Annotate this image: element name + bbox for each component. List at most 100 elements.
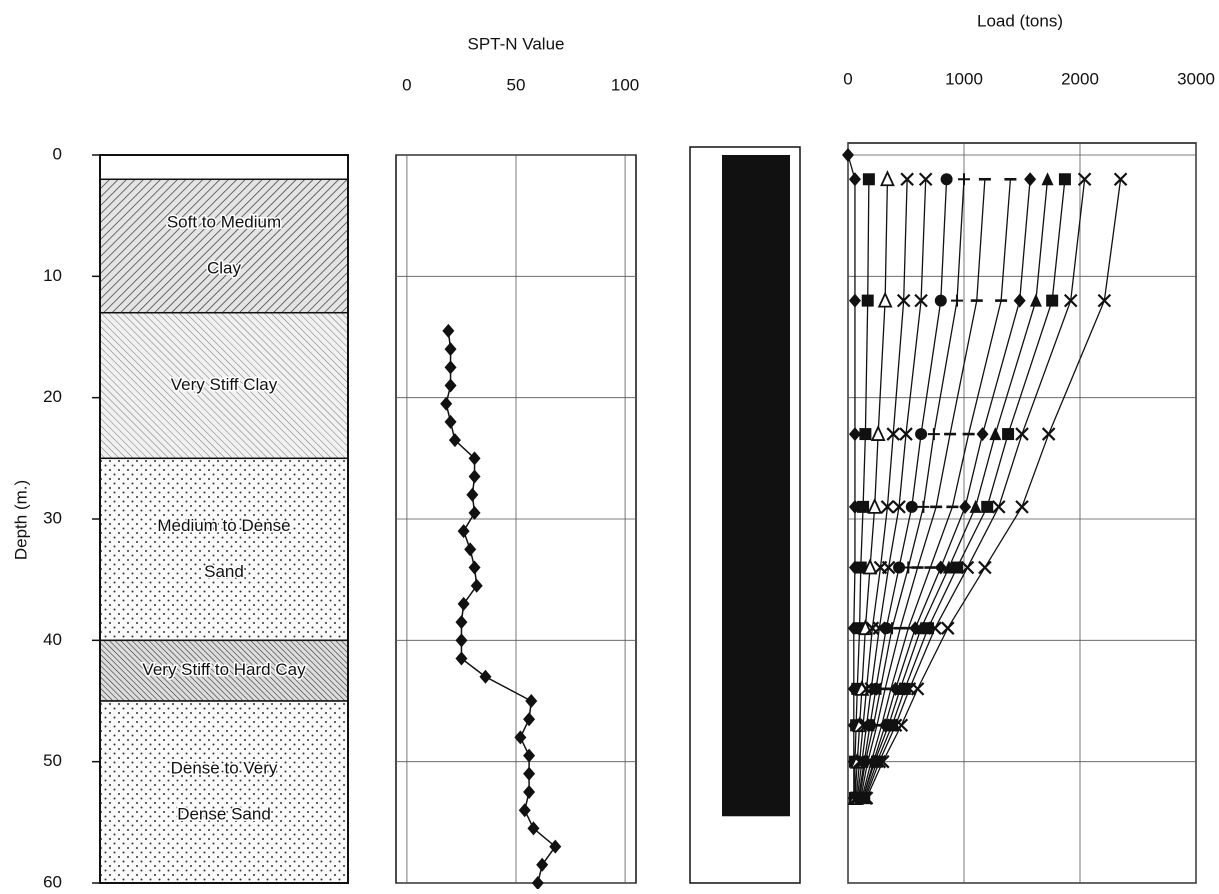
layer-label: Dense to Very (171, 758, 278, 777)
y-axis-label: Depth (m.) (11, 480, 30, 560)
load-line (855, 179, 908, 799)
load-line (862, 179, 1049, 799)
marker (457, 596, 470, 611)
y-tick-label: 20 (43, 387, 62, 406)
marker (870, 424, 886, 441)
load-line (865, 179, 1122, 799)
marker (951, 561, 964, 574)
load-line (856, 179, 927, 799)
marker (525, 694, 538, 708)
soil-layer (99, 178, 349, 314)
y-tick-label: 40 (43, 630, 62, 649)
x-tick-label: 100 (611, 75, 639, 94)
load-line (860, 179, 986, 799)
marker (877, 291, 893, 308)
marker (892, 500, 906, 514)
marker (917, 500, 930, 513)
soil-layer (99, 700, 349, 884)
layer-label: Very Stiff to Hard Cay (142, 660, 306, 679)
soil-layer (99, 311, 349, 460)
marker (1058, 173, 1071, 186)
x-tick-label: 0 (402, 75, 411, 94)
marker (1113, 172, 1128, 187)
marker (1013, 293, 1026, 308)
marker (981, 500, 994, 513)
marker (951, 294, 964, 307)
marker (1002, 428, 1015, 441)
marker (1046, 294, 1059, 307)
marker (514, 730, 527, 745)
marker (455, 615, 468, 630)
marker (536, 857, 549, 872)
marker (989, 427, 1002, 441)
marker (470, 578, 483, 593)
marker (857, 500, 870, 513)
layer-label: Very Stiff Clay (171, 375, 278, 394)
marker (1041, 172, 1054, 186)
marker (448, 433, 461, 448)
marker (1097, 293, 1112, 308)
y-tick-label: 50 (43, 751, 62, 770)
y-tick-label: 60 (43, 872, 62, 889)
marker (880, 500, 895, 514)
marker (959, 499, 972, 514)
marker (848, 427, 861, 442)
marker (872, 754, 887, 769)
marker (896, 293, 911, 308)
load-line (854, 179, 870, 799)
marker (468, 469, 481, 484)
marker (523, 785, 536, 799)
marker (854, 561, 867, 574)
marker (978, 560, 992, 575)
y-tick-label: 0 (53, 144, 62, 163)
marker (976, 427, 989, 442)
marker (867, 497, 883, 514)
load-line (857, 179, 948, 799)
marker (848, 293, 861, 308)
marker (1024, 172, 1037, 187)
marker (468, 560, 481, 575)
marker (861, 294, 874, 307)
pile (722, 155, 790, 817)
marker (468, 505, 481, 520)
x-tick-label: 1000 (945, 69, 983, 88)
layer-label: Medium to Dense (157, 516, 290, 535)
marker (914, 293, 928, 308)
soil-layer (99, 639, 349, 702)
marker (859, 428, 872, 441)
marker (848, 172, 861, 187)
load-line (847, 154, 856, 799)
x-tick-label: 0 (843, 69, 852, 88)
marker (1041, 427, 1056, 441)
marker (900, 172, 914, 187)
marker (915, 428, 928, 441)
marker (1015, 427, 1029, 441)
marker (862, 173, 875, 186)
marker (859, 791, 874, 805)
marker (464, 542, 477, 557)
marker (969, 499, 982, 513)
marker (466, 487, 479, 502)
layer-label: Clay (207, 258, 242, 277)
load-line (863, 179, 1066, 799)
marker (894, 718, 909, 733)
layer-label: Dense Sand (177, 804, 271, 823)
marker (918, 172, 933, 187)
marker (893, 561, 906, 574)
load-line (861, 179, 1012, 799)
marker (444, 342, 457, 357)
marker (442, 323, 455, 338)
marker (523, 766, 536, 781)
load-line (858, 179, 965, 799)
load-line (854, 179, 889, 799)
y-tick-label: 30 (43, 508, 62, 527)
load-line (862, 179, 1031, 799)
marker (518, 803, 531, 818)
marker (842, 148, 854, 162)
marker (960, 560, 975, 575)
x-tick-label: 50 (507, 75, 526, 94)
marker (934, 560, 947, 575)
panel-frame (847, 142, 1197, 884)
